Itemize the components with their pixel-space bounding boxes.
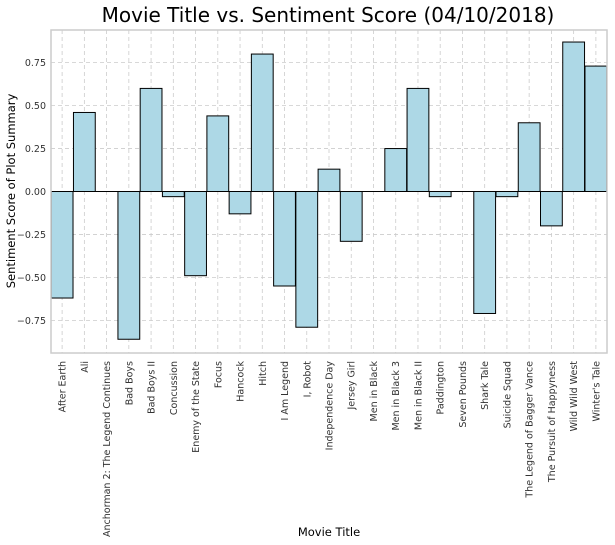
x-tick-label: Anchorman 2: The Legend Continues — [102, 361, 113, 537]
bar — [228, 191, 252, 215]
bar — [273, 191, 296, 287]
x-tick-label: Hitch — [258, 361, 269, 386]
y-tick-label: −0.75 — [17, 316, 46, 327]
bar — [206, 115, 230, 192]
x-tick-label: Men in Black II — [413, 361, 424, 430]
x-tick-label: The Pursuit of Happyness — [547, 361, 558, 483]
x-tick-label: Suicide Squad — [502, 361, 513, 428]
y-tick-label: 0.25 — [25, 144, 46, 155]
y-tick-label: −0.25 — [17, 230, 46, 241]
plot-frame — [50, 29, 608, 354]
bar — [584, 65, 608, 192]
bar — [406, 87, 430, 192]
x-tick-label: Wild Wild West — [569, 361, 580, 432]
x-axis-label: Movie Title — [298, 525, 360, 539]
x-tick-label: Paddington — [436, 361, 447, 414]
x-tick-label: Bad Boys — [124, 361, 135, 405]
chart-title: Movie Title vs. Sentiment Score (04/10/2… — [102, 3, 555, 27]
bar — [517, 122, 541, 192]
y-tick-label: 0.75 — [25, 58, 46, 69]
x-tick-label: Men in Black 3 — [391, 361, 402, 431]
y-tick-labels: −0.75 −0.50 −0.25 0.00 0.25 0.50 0.75 — [17, 58, 46, 327]
y-axis-label: Sentiment Score of Plot Summary — [4, 94, 18, 289]
x-tick-label: Enemy of the State — [191, 361, 202, 453]
x-tick-label: Jersey Girl — [347, 361, 358, 411]
bar — [184, 191, 207, 277]
x-tick-label: After Earth — [58, 361, 69, 412]
bar — [317, 168, 341, 192]
bars-layer — [50, 41, 608, 340]
x-tick-label: Hancock — [236, 361, 247, 402]
x-tick-label: Seven Pounds — [458, 361, 469, 428]
bar — [139, 87, 163, 192]
x-tick-label: Focus — [213, 361, 224, 388]
bar — [117, 191, 141, 340]
bar — [161, 191, 185, 198]
x-tick-label: Concussion — [169, 361, 180, 415]
bar — [295, 191, 319, 328]
x-tick-label: I Am Legend — [280, 361, 291, 421]
bar — [473, 191, 497, 314]
x-tick-label: I, Robot — [302, 361, 313, 398]
bar — [428, 191, 452, 198]
x-tick-label: Men in Black — [369, 361, 380, 422]
x-tick-label: Winter's Tale — [591, 361, 602, 422]
x-tick-label: Bad Boys II — [147, 361, 158, 414]
bar — [72, 111, 96, 192]
y-tick-label: 0.50 — [25, 101, 46, 112]
y-tick-label: −0.50 — [17, 273, 46, 284]
x-tick-label: Shark Tale — [480, 361, 491, 410]
bar — [495, 191, 519, 198]
x-tick-label: The Legend of Bagger Vance — [525, 361, 536, 499]
y-tick-label: 0.00 — [25, 187, 46, 198]
bar — [562, 41, 586, 192]
bar — [50, 191, 74, 299]
x-tick-label: Ali — [80, 361, 91, 373]
bar — [384, 148, 408, 192]
bar — [540, 191, 563, 227]
x-tick-label: Independence Day — [325, 361, 336, 451]
bar — [339, 191, 363, 242]
x-tick-labels: After Earth Ali Anchorman 2: The Legend Co… — [58, 361, 603, 537]
bar — [250, 53, 274, 192]
